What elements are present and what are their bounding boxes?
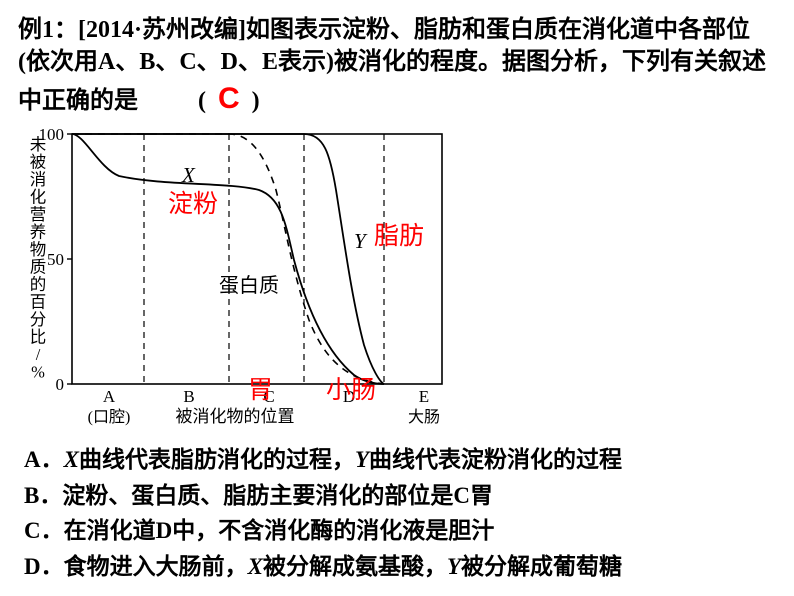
option-b: B．淀粉、蛋白质、脂肪主要消化的部位是C胃 xyxy=(24,478,622,514)
paren-open: ( xyxy=(198,88,206,114)
svg-text:Y: Y xyxy=(354,229,368,253)
svg-text:X: X xyxy=(181,163,196,187)
svg-text:养: 养 xyxy=(30,223,47,242)
svg-text:比: 比 xyxy=(30,328,47,347)
svg-text:蛋白质: 蛋白质 xyxy=(219,274,279,297)
svg-text:被消化物的位置: 被消化物的位置 xyxy=(176,407,295,426)
svg-text:化: 化 xyxy=(30,188,47,207)
svg-text:50: 50 xyxy=(47,250,64,269)
svg-text:%: % xyxy=(31,363,45,382)
svg-text:0: 0 xyxy=(56,375,65,394)
svg-text:A: A xyxy=(103,387,116,406)
option-a: A．X曲线代表脂肪消化的过程，Y曲线代表淀粉消化的过程 xyxy=(24,442,622,478)
svg-text:E: E xyxy=(419,387,429,406)
chart-svg: 050100未被消化营养物质的百分比/%A(口腔)BCDE大肠被消化物的位置X淀… xyxy=(24,120,454,430)
svg-text:大肠: 大肠 xyxy=(408,408,440,426)
svg-text:物: 物 xyxy=(30,240,47,259)
svg-text:营: 营 xyxy=(30,205,47,224)
svg-text:消: 消 xyxy=(30,170,47,189)
answer-letter: C xyxy=(218,82,240,115)
svg-text:脂肪: 脂肪 xyxy=(374,222,424,250)
svg-text:B: B xyxy=(183,387,194,406)
svg-text:淀粉: 淀粉 xyxy=(168,190,218,218)
svg-text:分: 分 xyxy=(30,310,47,329)
svg-text:未: 未 xyxy=(30,135,47,154)
svg-text:(口腔): (口腔) xyxy=(88,408,131,426)
svg-text:的: 的 xyxy=(30,275,47,294)
svg-text:质: 质 xyxy=(30,258,47,277)
svg-text:小肠: 小肠 xyxy=(326,376,376,404)
svg-text:百: 百 xyxy=(30,293,47,312)
option-d: D．食物进入大肠前，X被分解成氨基酸，Y被分解成葡萄糖 xyxy=(24,549,622,585)
question-letters: A、B、C、D、E xyxy=(98,49,278,75)
option-c: C．在消化道D中，不含消化酶的消化液是胆汁 xyxy=(24,513,622,549)
svg-text:被: 被 xyxy=(30,153,47,172)
answer-options: A．X曲线代表脂肪消化的过程，Y曲线代表淀粉消化的过程 B．淀粉、蛋白质、脂肪主… xyxy=(24,442,622,585)
paren-close: ) xyxy=(252,88,260,114)
question-stem: 例1：[2014·苏州改编]如图表示淀粉、脂肪和蛋白质在消化道中各部位(依次用A… xyxy=(0,0,794,119)
digestion-chart: 050100未被消化营养物质的百分比/%A(口腔)BCDE大肠被消化物的位置X淀… xyxy=(24,120,454,430)
svg-text:胃: 胃 xyxy=(248,377,273,404)
svg-text:/: / xyxy=(36,345,41,364)
